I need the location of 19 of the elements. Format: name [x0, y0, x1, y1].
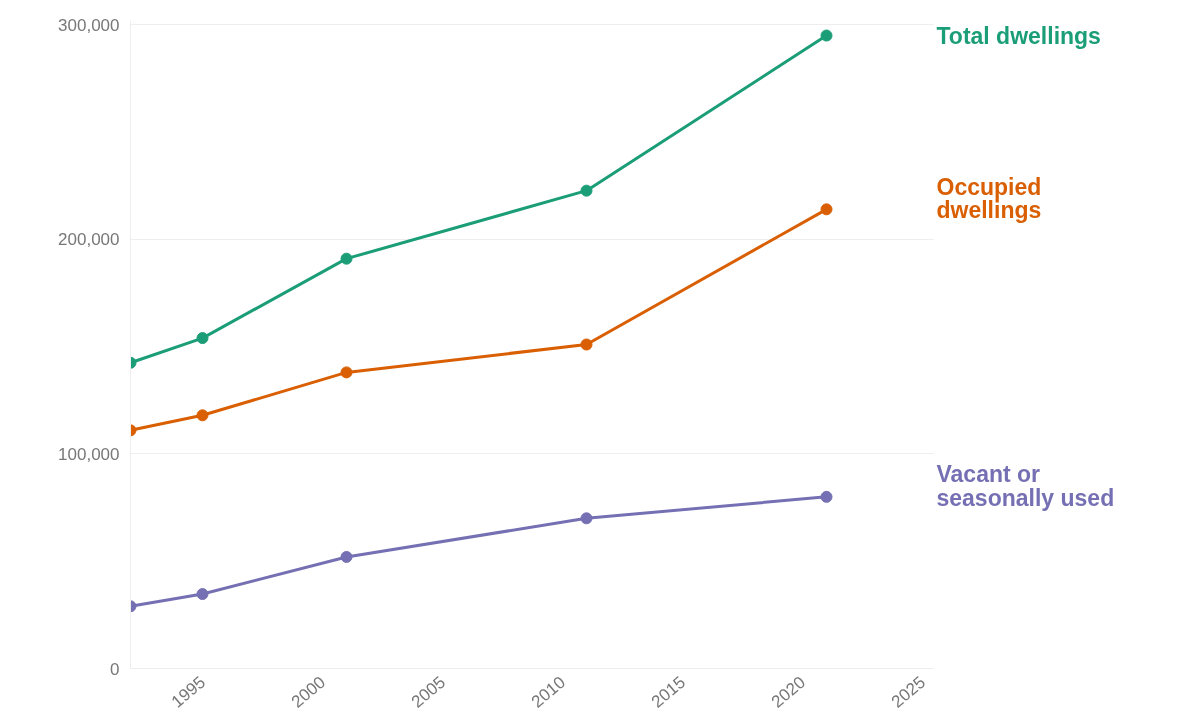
point — [196, 409, 209, 422]
text: Vacant or seasonally used — [936, 461, 1115, 511]
point — [196, 588, 209, 601]
text: Total dwellings — [936, 22, 1101, 49]
y-tick-label: 300,000 — [58, 15, 120, 35]
y-tick-label: 0 — [110, 659, 120, 679]
point — [340, 252, 353, 265]
point — [580, 184, 593, 197]
point — [340, 366, 353, 379]
y-tick-label: 100,000 — [58, 444, 120, 464]
point — [580, 338, 593, 351]
text: Occupied dwellings — [936, 173, 1042, 224]
point — [580, 512, 593, 525]
point — [820, 29, 833, 42]
point — [340, 550, 353, 563]
point — [820, 490, 833, 503]
point — [196, 332, 209, 345]
y-tick-label: 200,000 — [58, 230, 120, 250]
point — [820, 203, 833, 216]
